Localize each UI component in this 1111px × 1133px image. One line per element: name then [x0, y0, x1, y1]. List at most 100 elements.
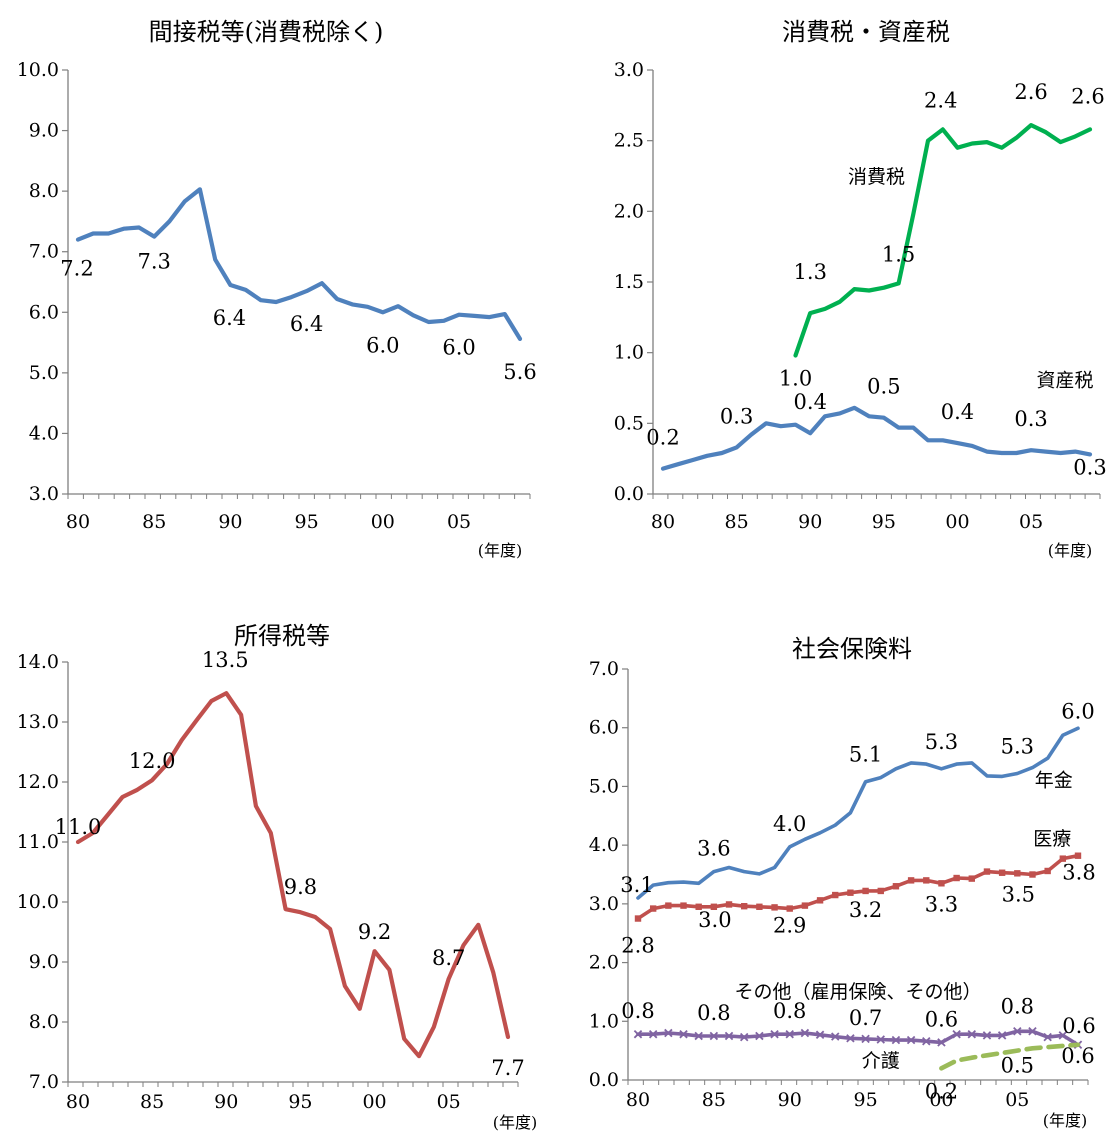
chart-3-title: 所得税等: [234, 622, 330, 650]
chart-1-y-tick-label: 8.0: [29, 180, 59, 202]
chart-4-marker: [967, 1029, 977, 1039]
chart-4-y-tick-label: 1.0: [589, 1010, 619, 1032]
chart-4-data-label: 3.6: [697, 837, 730, 861]
chart-4-marker: [649, 905, 657, 912]
chart-3-x-tick-label: 85: [140, 1091, 164, 1113]
chart-4-data-label: 3.1: [620, 873, 653, 897]
chart-4-marker: [938, 880, 945, 887]
chart-1-x-unit: (年度): [478, 541, 523, 560]
chart-3-y-tick-label: 10.0: [17, 891, 59, 913]
chart-4-marker: [710, 903, 718, 910]
chart-4-y-tick-label: 2.0: [589, 952, 619, 974]
chart-4-annotation: 介護: [862, 1050, 900, 1072]
chart-4-y-tick-label: 6.0: [589, 717, 619, 739]
chart-4-data-label: 0.8: [697, 1001, 730, 1025]
chart-2-data-label: 0.3: [720, 404, 753, 428]
chart-3-y-tick-label: 9.0: [29, 951, 59, 973]
chart-4-marker: [1013, 1027, 1022, 1036]
chart-4-marker: [952, 1029, 961, 1039]
chart-4-data-label: 5.3: [925, 730, 958, 754]
chart-4-marker: [861, 1034, 870, 1044]
chart-3-data-label: 8.7: [432, 946, 465, 970]
chart-2-data-label: 0.3: [1073, 455, 1106, 479]
chart-3-x-tick-label: 05: [437, 1091, 461, 1113]
chart-3-series-1-line: [75, 691, 511, 1059]
chart-2-data-label: 2.6: [1014, 80, 1047, 104]
chart-4-x-unit: (年度): [1043, 1111, 1088, 1130]
chart-4-marker: [724, 1031, 734, 1041]
chart-1-data-label: 6.0: [366, 333, 399, 357]
chart-4-series-3-line: [636, 1029, 1080, 1047]
chart-4-marker: [1043, 1032, 1052, 1042]
chart-2-title: 消費税・資産税: [782, 18, 950, 46]
chart-4-marker: [846, 1034, 855, 1043]
chart-4-data-label: 0.8: [773, 999, 806, 1023]
chart-4-y-tick-label: 3.0: [589, 893, 619, 915]
chart-2-y-tick-label: 1.0: [614, 342, 644, 364]
chart-4-marker: [1029, 871, 1036, 878]
chart-4-marker: [953, 874, 960, 882]
chart-1-title: 間接税等(消費税除く): [149, 18, 384, 46]
chart-4-data-label: 3.5: [1002, 882, 1035, 906]
chart-4-data-label: 4.0: [773, 812, 806, 836]
chart-4-data-label: 2.9: [773, 914, 806, 938]
chart-4-marker: [847, 889, 854, 896]
chart-4-data-label: 3.2: [849, 898, 882, 922]
chart-1-y-tick-label: 10.0: [17, 59, 59, 81]
chart-3-x-unit: (年度): [493, 1113, 538, 1132]
chart-3-x-tick-label: 95: [288, 1091, 312, 1113]
chart-4-marker: [968, 875, 975, 882]
chart-4-data-label: 5.3: [1001, 735, 1034, 759]
chart-1-data-label: 5.6: [503, 360, 536, 384]
chart-3-y-tick-label: 8.0: [29, 1011, 59, 1033]
chart-4-x-tick-label: 90: [778, 1089, 802, 1111]
chart-2-y-tick-label: 1.5: [614, 271, 644, 293]
chart-4-marker: [770, 1029, 779, 1039]
chart-2-x-tick-label: 85: [725, 511, 749, 533]
chart-4-data-label: 0.8: [1001, 994, 1034, 1018]
chart-4-marker: [923, 877, 930, 884]
chart-1-series-1-line: [75, 187, 523, 341]
chart-4-marker: [739, 1032, 749, 1042]
chart-3-x-tick-label: 80: [66, 1091, 90, 1113]
chart-4-marker: [695, 903, 702, 910]
chart-1-y-tick-label: 6.0: [29, 301, 59, 323]
chart-4-data-label: 2.8: [621, 934, 654, 958]
chart-4-marker: [664, 1028, 673, 1038]
chart-1-y-tick-label: 5.0: [29, 362, 59, 384]
chart-4-marker: [983, 868, 991, 875]
chart-4-title: 社会保険料: [792, 635, 912, 663]
chart-2-data-label: 1.0: [779, 366, 812, 390]
chart-4-data-label: 0.5: [1001, 1054, 1034, 1078]
chart-4-data-label: 0.6: [925, 1007, 958, 1031]
chart-3-data-label: 9.2: [358, 920, 391, 944]
chart-4-data-label: 0.6: [1061, 1044, 1094, 1068]
chart-4-marker: [665, 902, 672, 909]
chart-4-data-label: 0.7: [849, 1006, 882, 1030]
chart-4-marker: [801, 902, 809, 909]
chart-1-y-tick-label: 4.0: [29, 422, 59, 444]
chart-4-x-tick-label: 95: [853, 1089, 877, 1111]
chart-4-marker: [815, 1030, 825, 1040]
chart-4-marker: [892, 883, 900, 890]
chart-4-annotation: その他（雇用保険、その他）: [734, 981, 981, 1003]
chart-4-marker: [906, 1035, 916, 1045]
chart-4-data-label: 0.2: [925, 1079, 958, 1103]
chart-4-data-label: 0.6: [1062, 1014, 1095, 1038]
chart-4-marker: [1028, 1027, 1037, 1036]
chart-4-annotation: 医療: [1033, 828, 1071, 850]
chart-2-data-label: 1.3: [794, 260, 827, 284]
chart-4-marker: [741, 903, 748, 910]
chart-2-x-unit: (年度): [1048, 541, 1093, 560]
chart-1-x-tick-label: 80: [66, 511, 90, 533]
chart-1-data-label: 6.4: [213, 306, 246, 330]
chart-3-data-label: 9.8: [284, 875, 317, 899]
chart-2-series-2-line: [660, 405, 1093, 471]
chart-4-marker: [771, 904, 778, 911]
chart-4-marker: [709, 1031, 719, 1041]
chart-2-x-tick-label: 00: [945, 511, 969, 533]
chart-4-x-tick-label: 80: [626, 1089, 650, 1111]
chart-4-marker: [725, 901, 733, 908]
chart-1-y-tick-label: 7.0: [29, 241, 59, 263]
